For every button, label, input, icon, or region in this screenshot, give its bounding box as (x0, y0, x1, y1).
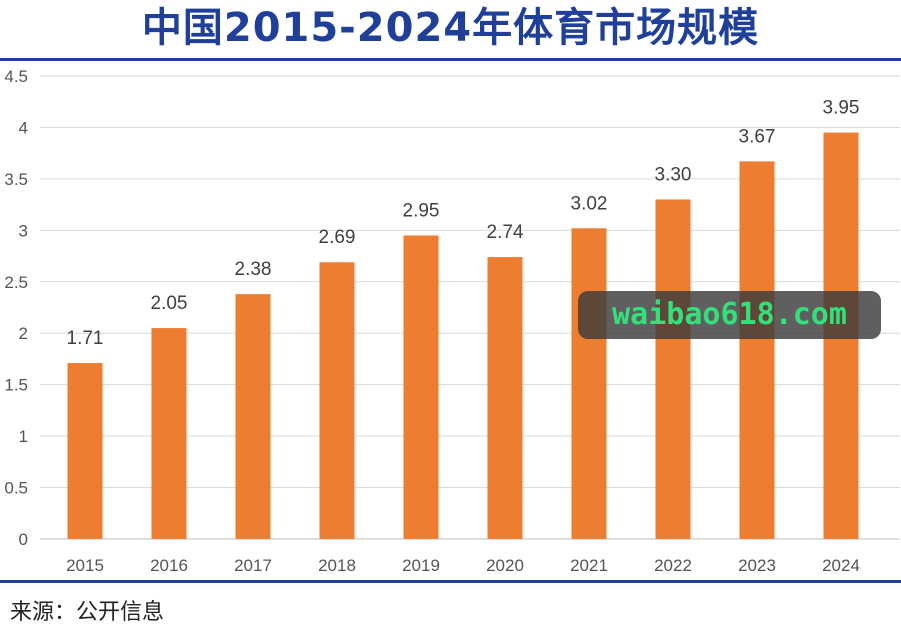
y-tick-label: 3.5 (4, 170, 28, 189)
data-label: 3.02 (571, 193, 608, 214)
y-tick-label: 0.5 (4, 479, 28, 498)
x-tick-label: 2024 (822, 556, 860, 575)
data-label: 2.74 (487, 222, 524, 243)
y-tick-label: 4 (19, 118, 28, 137)
bar (67, 363, 103, 539)
bar (235, 294, 271, 539)
y-tick-label: 2 (19, 324, 28, 343)
data-label: 2.05 (151, 293, 188, 314)
data-label: 1.71 (67, 328, 104, 349)
title-divider (0, 58, 901, 61)
data-label: 2.95 (403, 200, 440, 221)
footer-divider (0, 580, 901, 583)
bar (571, 228, 607, 539)
y-tick-label: 1.5 (4, 376, 28, 395)
x-tick-label: 2016 (150, 556, 188, 575)
y-tick-label: 3 (19, 221, 28, 240)
bar (403, 235, 439, 539)
y-tick-label: 1 (19, 427, 28, 446)
y-tick-label: 0 (19, 530, 28, 549)
data-label: 3.67 (739, 126, 776, 147)
bar (655, 199, 691, 539)
bar (487, 257, 523, 539)
x-tick-label: 2020 (486, 556, 524, 575)
data-label: 3.95 (823, 98, 860, 119)
bar (739, 161, 775, 540)
x-tick-label: 2022 (654, 556, 692, 575)
x-tick-label: 2023 (738, 556, 776, 575)
y-tick-label: 4.5 (4, 67, 28, 86)
x-tick-label: 2019 (402, 556, 440, 575)
y-tick-label: 2.5 (4, 273, 28, 292)
data-label: 3.30 (655, 164, 692, 185)
x-tick-label: 2015 (66, 556, 104, 575)
data-label: 2.69 (319, 227, 356, 248)
bar (319, 262, 355, 539)
bar-chart: 0 0.5 1 1.5 2 2.5 3 3.5 4 4.5 1.71 2015 2.05 2016 2.38… (4, 67, 900, 575)
data-label: 2.38 (235, 259, 272, 280)
bar (151, 328, 187, 539)
source-note: 来源：公开信息 (10, 600, 165, 625)
x-tick-label: 2017 (234, 556, 272, 575)
x-tick-label: 2018 (318, 556, 356, 575)
watermark: waibao618.com (578, 291, 881, 339)
chart-title: 中国2015-2024年体育市场规模 (141, 5, 760, 51)
x-tick-label: 2021 (570, 556, 608, 575)
